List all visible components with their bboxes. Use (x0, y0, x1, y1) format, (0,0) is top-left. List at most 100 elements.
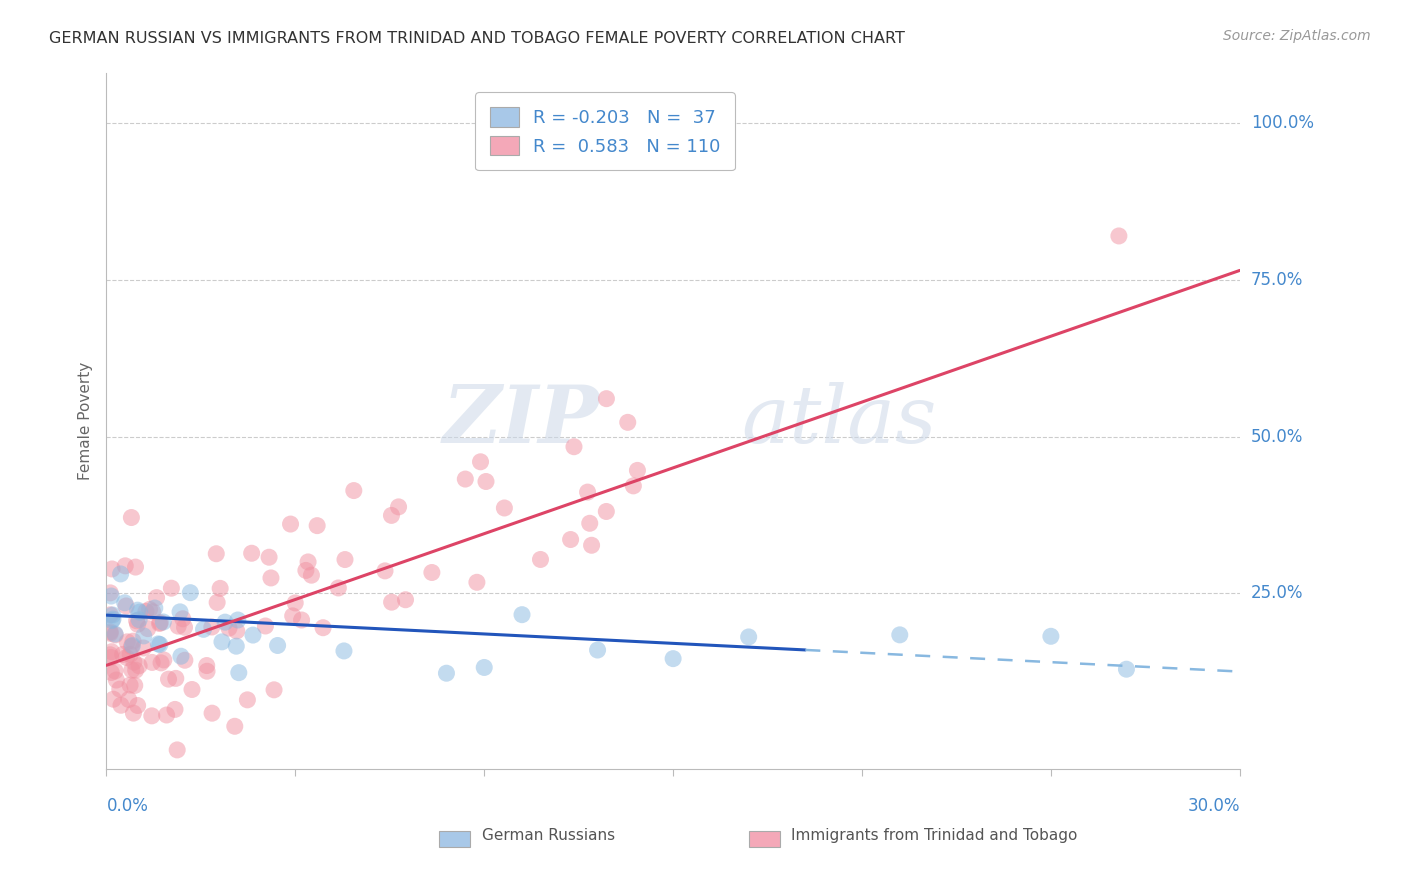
Text: 50.0%: 50.0% (1251, 427, 1303, 445)
Point (266, 639, 288, 653)
Point (374, 564, 396, 578)
Point (201, 620, 224, 634)
Point (295, 563, 318, 577)
Point (581, 538, 603, 552)
Point (1039, 629, 1062, 643)
Y-axis label: Female Poverty: Female Poverty (79, 362, 93, 480)
Point (195, 664, 218, 678)
Point (128, 658, 150, 673)
Point (114, 558, 136, 573)
Point (98, 648, 121, 662)
Point (104, 628, 127, 642)
Point (104, 664, 127, 678)
Point (165, 672, 187, 686)
Point (380, 508, 402, 523)
Point (510, 607, 533, 622)
Point (124, 663, 146, 677)
Point (454, 472, 477, 486)
Point (143, 601, 166, 615)
Point (118, 692, 141, 706)
Point (142, 605, 165, 619)
Point (98, 586, 121, 600)
Point (173, 620, 195, 634)
Point (120, 648, 142, 662)
Point (127, 603, 149, 617)
Point (103, 692, 125, 706)
Point (153, 653, 176, 667)
Point (260, 571, 283, 585)
Point (281, 608, 304, 623)
Point (889, 628, 911, 642)
Point (257, 550, 280, 565)
Point (209, 582, 232, 596)
Point (301, 568, 323, 582)
Point (98, 624, 121, 639)
Text: GERMAN RUSSIAN VS IMMIGRANTS FROM TRINIDAD AND TOBAGO FEMALE POVERTY CORRELATION: GERMAN RUSSIAN VS IMMIGRANTS FROM TRINID… (49, 31, 905, 46)
Point (148, 616, 170, 631)
Point (470, 455, 492, 469)
Point (169, 605, 191, 619)
Point (254, 619, 277, 633)
Point (179, 585, 201, 599)
Point (228, 665, 250, 680)
Point (494, 500, 516, 515)
Point (205, 595, 228, 609)
Point (120, 510, 142, 524)
Point (225, 639, 247, 653)
Point (138, 602, 160, 616)
Point (132, 629, 155, 643)
Point (307, 518, 329, 533)
Point (115, 650, 138, 665)
Point (122, 655, 145, 669)
Point (100, 589, 122, 603)
Point (108, 682, 131, 697)
Text: Source: ZipAtlas.com: Source: ZipAtlas.com (1223, 29, 1371, 43)
Legend: R = -0.203   N =  37, R =  0.583   N = 110: R = -0.203 N = 37, R = 0.583 N = 110 (475, 93, 735, 170)
Point (115, 599, 138, 613)
Point (124, 678, 146, 692)
Point (132, 640, 155, 655)
Point (124, 560, 146, 574)
Point (595, 504, 617, 518)
Point (586, 643, 609, 657)
Point (616, 415, 638, 429)
Point (560, 533, 582, 547)
Point (595, 392, 617, 406)
Point (98, 607, 121, 622)
Point (225, 624, 247, 638)
Text: ZIP: ZIP (443, 382, 599, 459)
Point (475, 475, 498, 489)
Point (149, 615, 172, 630)
Point (312, 621, 335, 635)
Point (128, 613, 150, 627)
Point (104, 627, 127, 641)
Point (173, 653, 195, 667)
Point (120, 640, 142, 654)
Point (111, 648, 134, 662)
Point (236, 693, 259, 707)
Point (662, 651, 685, 665)
Point (193, 623, 215, 637)
Point (529, 552, 551, 566)
Point (127, 698, 149, 713)
Point (128, 605, 150, 619)
Point (328, 581, 350, 595)
Point (195, 658, 218, 673)
Point (181, 682, 204, 697)
Point (170, 649, 193, 664)
Point (152, 615, 174, 629)
Point (576, 485, 599, 500)
Point (136, 622, 159, 636)
Point (226, 613, 249, 627)
Point (101, 562, 124, 576)
Point (280, 517, 302, 532)
Point (149, 638, 172, 652)
Point (98, 626, 121, 640)
Point (163, 702, 186, 716)
Point (578, 516, 600, 531)
Point (160, 581, 183, 595)
Text: German Russians: German Russians (481, 829, 614, 843)
Point (1108, 229, 1130, 244)
Point (436, 666, 458, 681)
Point (333, 552, 356, 566)
